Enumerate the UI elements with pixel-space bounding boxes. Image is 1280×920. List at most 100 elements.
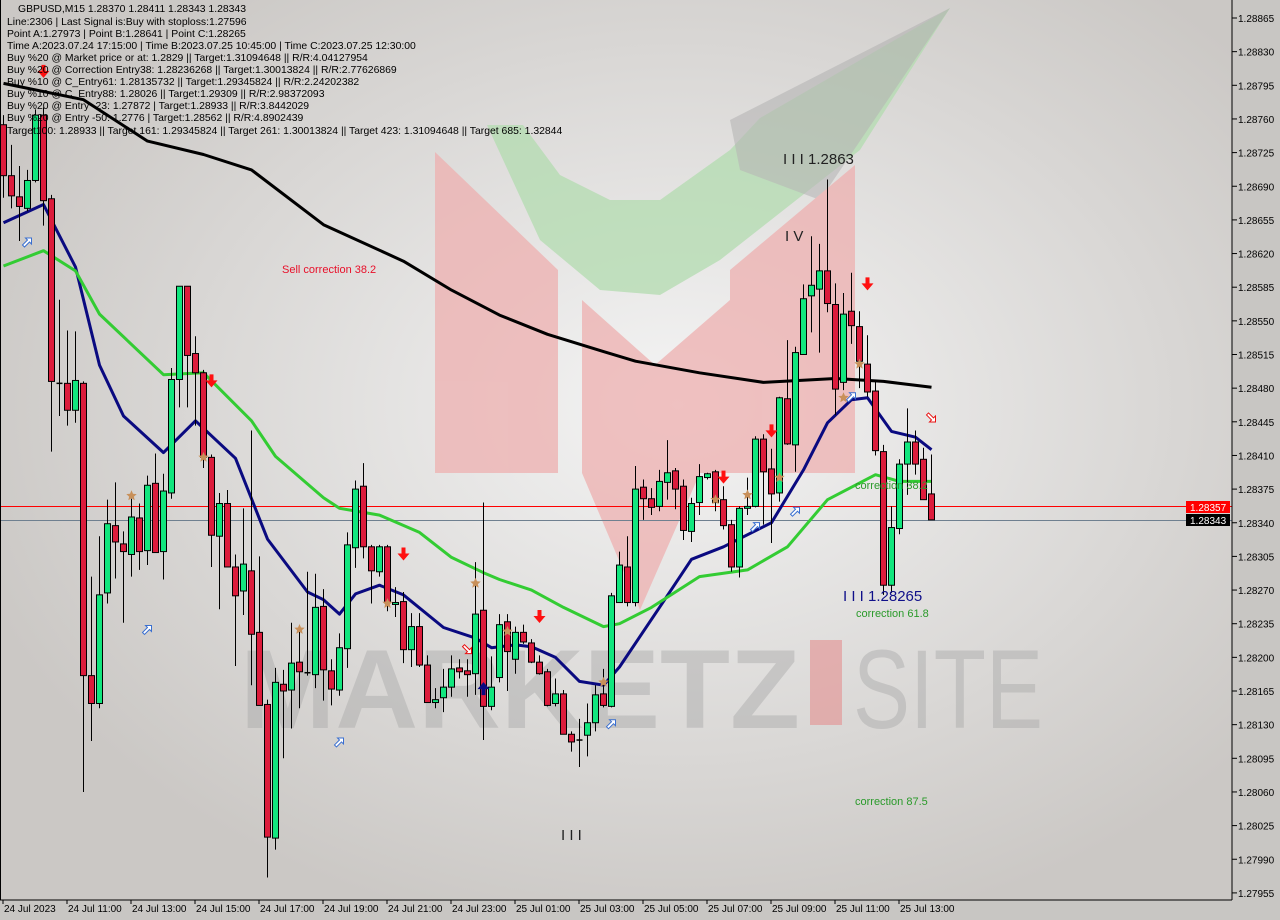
candle (560, 690, 567, 735)
candle (104, 499, 111, 604)
correction-87-label: correction 87.5 (855, 796, 928, 808)
candle-body-bull (144, 484, 151, 552)
time-tick-label: 24 Jul 21:00 (388, 904, 443, 915)
watermark-right-text: SITE (853, 627, 1043, 752)
candle-body-bear (544, 671, 551, 706)
candle-body-bull (336, 647, 343, 691)
candle-body-bear (280, 683, 287, 692)
candle-body-bear (728, 524, 735, 568)
candle-body-bull (168, 378, 175, 494)
candle-body-bull (376, 546, 383, 573)
price-tick-label: 1.28620 (1238, 250, 1275, 261)
candle-body-bull (160, 490, 167, 553)
candle (432, 688, 439, 709)
candle-body-bear (152, 482, 159, 554)
candle (696, 464, 703, 516)
buy-signal-icon (141, 624, 152, 636)
candle (16, 166, 23, 242)
candle (880, 444, 887, 595)
candle-body-bear (480, 609, 487, 707)
candle-body-bear (328, 670, 335, 690)
time-tick-label: 25 Jul 03:00 (580, 904, 635, 915)
price-tick-label: 1.28340 (1238, 519, 1275, 530)
candle-body-bull (688, 503, 695, 532)
candle-body-bear (928, 493, 935, 521)
candle-body-bull (808, 284, 815, 297)
price-tick-label: 1.28550 (1238, 317, 1275, 328)
candle-body-bear (112, 525, 119, 543)
candle (160, 473, 167, 580)
price-tick-label: 1.28025 (1238, 822, 1275, 833)
candle (416, 613, 423, 667)
candle (568, 731, 575, 752)
sell-arrow-icon (717, 470, 730, 484)
candle (592, 685, 599, 732)
candle (336, 633, 343, 696)
time-tick-label: 25 Jul 01:00 (516, 904, 571, 915)
candle (704, 472, 711, 480)
candle-body-bear (640, 486, 647, 500)
candle (736, 506, 743, 578)
buy-signal-icon (605, 719, 616, 730)
candle (56, 299, 63, 417)
candle (168, 367, 175, 499)
candle-body-bull (432, 699, 439, 704)
star-marker-icon (710, 494, 721, 505)
candle (344, 532, 351, 668)
candle (312, 573, 319, 689)
candle (176, 285, 183, 408)
price-tick-label: 1.28305 (1238, 552, 1275, 563)
candle (904, 408, 911, 495)
candle (600, 668, 607, 708)
price-tick-label: 1.28060 (1238, 788, 1275, 799)
candle (664, 440, 671, 500)
star-marker-icon (382, 598, 393, 608)
candle-body-bull (312, 606, 319, 676)
candle (688, 497, 695, 542)
star-marker-icon (294, 624, 305, 634)
candle-body-bull (792, 352, 799, 446)
candle (808, 236, 815, 333)
sell-arrow-icon (397, 547, 410, 561)
price-tick-label: 1.28375 (1238, 485, 1275, 496)
candle (144, 475, 151, 566)
wave-iv-label: I V (785, 228, 804, 245)
candle (712, 469, 719, 512)
candle-body-bull (632, 488, 639, 604)
candle-body-bear (48, 198, 55, 382)
price-tick-label: 1.28725 (1238, 149, 1275, 160)
time-tick-label: 24 Jul 2023 (4, 904, 56, 915)
candle-body-bear (560, 693, 567, 735)
candle-body-bull (96, 594, 103, 704)
candle-body-bear (864, 363, 871, 393)
candle-body-bear (712, 471, 719, 504)
candle-body-bear (880, 451, 887, 586)
candle-body-bull (448, 668, 455, 688)
star-marker-icon (742, 489, 753, 500)
candle-body-bull (72, 379, 79, 411)
price-tick-label: 1.28480 (1238, 384, 1275, 395)
last-price-text: 1.28343 (1190, 516, 1227, 527)
sell-signal-icon (461, 643, 472, 655)
price-tick-label: 1.28830 (1238, 48, 1275, 59)
correction-61-label: correction 61.8 (856, 608, 929, 620)
candle-body-bear (456, 667, 463, 673)
star-marker-icon (774, 472, 785, 482)
price-lines (0, 506, 1232, 521)
candle (616, 551, 623, 604)
candle-body-bear (224, 503, 231, 568)
candle-body-bear (40, 114, 47, 202)
candle-body-bear (248, 570, 255, 635)
candle-body-bull (392, 602, 399, 605)
candle (304, 571, 311, 676)
candle (496, 614, 503, 683)
candle-body-bear (320, 605, 327, 671)
price-tick-label: 1.28585 (1238, 283, 1275, 294)
candle (624, 536, 631, 607)
candle (352, 480, 359, 568)
candle-body-bull (696, 476, 703, 504)
star-marker-icon (598, 676, 609, 687)
candle-body-bear (912, 441, 919, 465)
candle-body-bear (920, 458, 927, 501)
